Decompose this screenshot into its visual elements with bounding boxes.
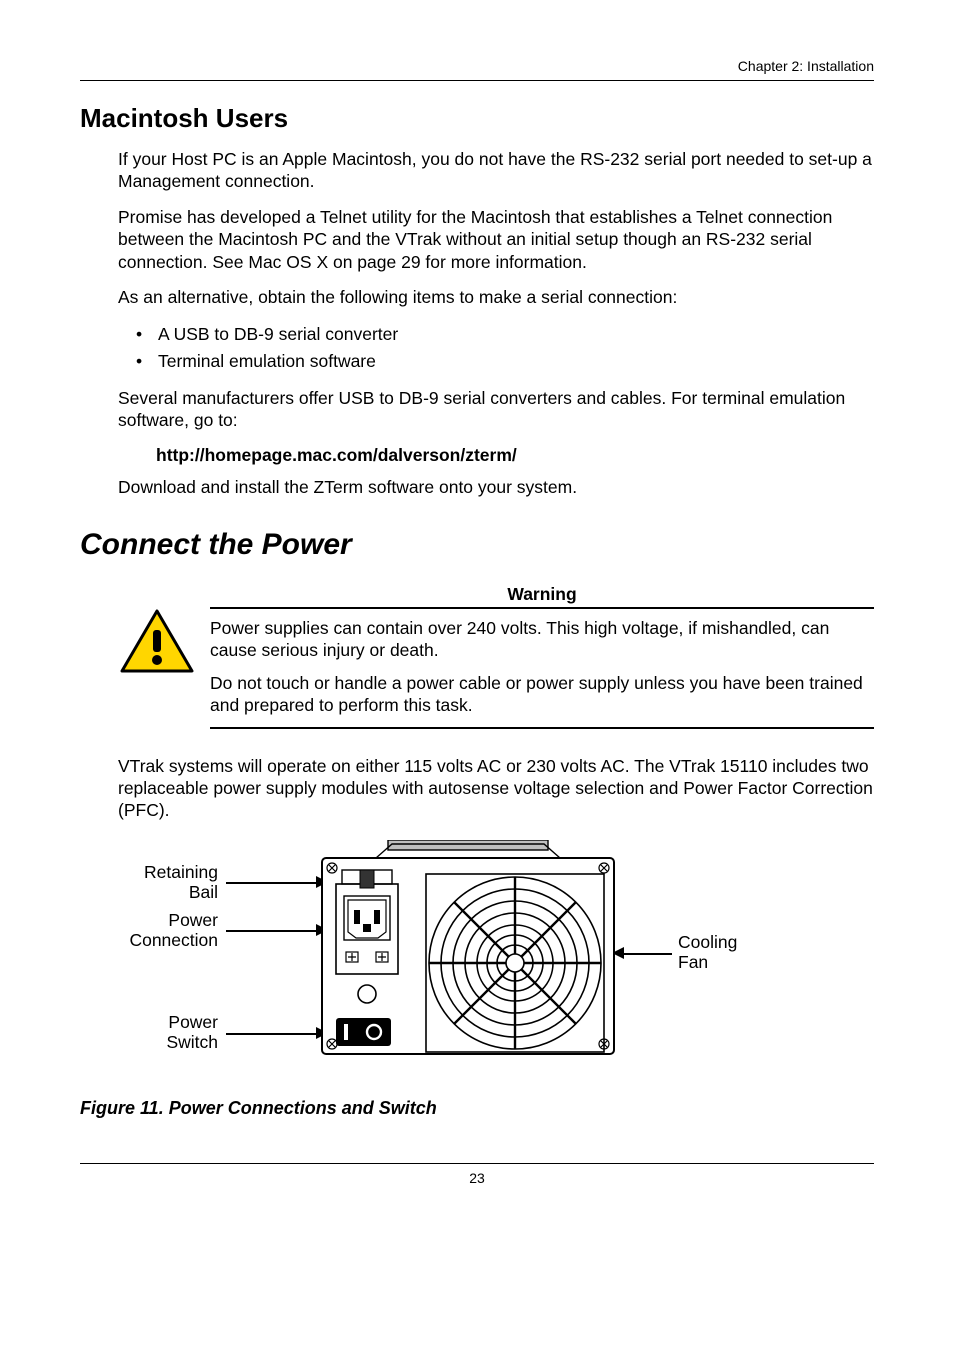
paragraph: Download and install the ZTerm software … bbox=[118, 476, 874, 498]
warning-text: Power supplies can contain over 240 volt… bbox=[210, 617, 874, 662]
warning-block: Warning Power supplies can contain over … bbox=[118, 584, 874, 729]
section-title-connect-power: Connect the Power bbox=[80, 528, 874, 562]
figure-power-connections: Retaining Bail Power Connection Power Sw… bbox=[118, 840, 838, 1080]
figure-label-cooling-fan: Cooling Fan bbox=[678, 932, 778, 972]
paragraph: Several manufacturers offer USB to DB-9 … bbox=[118, 387, 874, 432]
warning-text: Do not touch or handle a power cable or … bbox=[210, 672, 874, 717]
paragraph: As an alternative, obtain the following … bbox=[118, 286, 874, 308]
list-item: Terminal emulation software bbox=[136, 348, 874, 374]
chapter-header: Chapter 2: Installation bbox=[80, 58, 874, 81]
paragraph: If your Host PC is an Apple Macintosh, y… bbox=[118, 148, 874, 193]
figure-label-power-switch: Power Switch bbox=[118, 1012, 218, 1052]
section-title-macintosh: Macintosh Users bbox=[80, 103, 874, 134]
figure-label-power-connection: Power Connection bbox=[118, 910, 218, 950]
psu-diagram bbox=[318, 840, 618, 1058]
url-line: http://homepage.mac.com/dalverson/zterm/ bbox=[156, 445, 874, 466]
list-item: A USB to DB-9 serial converter bbox=[136, 321, 874, 347]
bullet-list: A USB to DB-9 serial converter Terminal … bbox=[118, 321, 874, 374]
warning-icon bbox=[118, 608, 196, 678]
paragraph: VTrak systems will operate on either 115… bbox=[118, 755, 874, 822]
figure-caption: Figure 11. Power Connections and Switch bbox=[80, 1098, 874, 1119]
page-number: 23 bbox=[80, 1163, 874, 1186]
paragraph: Promise has developed a Telnet utility f… bbox=[118, 206, 874, 273]
warning-title: Warning bbox=[210, 584, 874, 609]
figure-label-retaining-bail: Retaining Bail bbox=[118, 862, 218, 902]
